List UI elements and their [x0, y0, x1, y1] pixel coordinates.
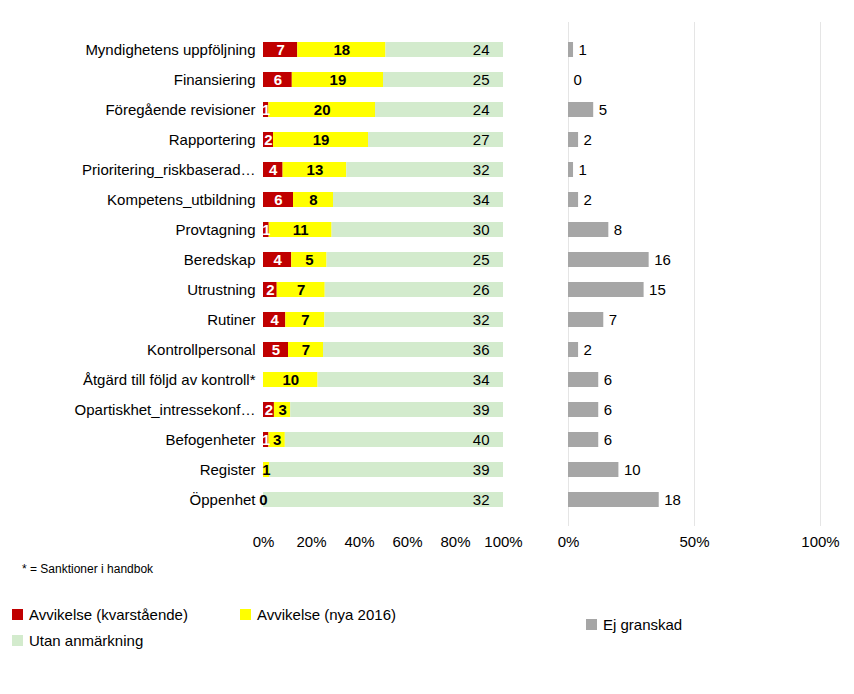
svg-text:5: 5 — [599, 101, 607, 118]
svg-text:Kontrollpersonal: Kontrollpersonal — [147, 341, 255, 358]
svg-text:19: 19 — [330, 71, 347, 88]
svg-text:36: 36 — [473, 341, 490, 358]
svg-text:7: 7 — [297, 281, 305, 298]
svg-text:15: 15 — [649, 281, 666, 298]
svg-text:11: 11 — [293, 221, 309, 238]
svg-text:Kompetens_utbildning: Kompetens_utbildning — [107, 191, 255, 208]
svg-text:Prioritering_riskbaserad…: Prioritering_riskbaserad… — [82, 161, 255, 178]
svg-text:25: 25 — [473, 251, 490, 268]
svg-text:Register: Register — [200, 461, 256, 478]
svg-text:6: 6 — [604, 371, 612, 388]
svg-text:Rutiner: Rutiner — [207, 311, 255, 328]
svg-text:Myndighetens uppföljning: Myndighetens uppföljning — [85, 41, 255, 58]
svg-text:5: 5 — [305, 251, 313, 268]
html-text:Utan anmärkning: Utan anmärkning — [29, 632, 144, 649]
svg-text:Opartiskhet_intressekonf…: Opartiskhet_intressekonf… — [75, 401, 256, 418]
html-text:Ej granskad: Ej granskad — [603, 616, 683, 633]
svg-text:34: 34 — [473, 191, 490, 208]
svg-text:0: 0 — [259, 491, 267, 508]
svg-text:Beredskap: Beredskap — [184, 251, 256, 268]
svg-text:39: 39 — [473, 401, 490, 418]
svg-text:40: 40 — [473, 431, 490, 448]
svg-text:Rapportering: Rapportering — [169, 131, 256, 148]
svg-text:8: 8 — [309, 191, 317, 208]
svg-text:4: 4 — [273, 251, 282, 268]
svg-text:27: 27 — [473, 131, 490, 148]
svg-text:25: 25 — [473, 71, 490, 88]
svg-text:39: 39 — [473, 461, 490, 478]
svg-text:100%: 100% — [801, 533, 839, 550]
svg-text:20: 20 — [314, 101, 331, 118]
svg-text:3: 3 — [273, 431, 281, 448]
svg-text:1: 1 — [262, 431, 270, 448]
svg-text:60%: 60% — [392, 533, 422, 550]
svg-text:32: 32 — [473, 491, 490, 508]
svg-text:2: 2 — [264, 131, 272, 148]
svg-text:24: 24 — [473, 41, 490, 58]
svg-text:30: 30 — [473, 221, 490, 238]
svg-text:0%: 0% — [253, 533, 275, 550]
svg-text:1: 1 — [262, 101, 270, 118]
svg-text:4: 4 — [269, 161, 278, 178]
svg-text:7: 7 — [276, 41, 284, 58]
svg-text:6: 6 — [274, 191, 282, 208]
svg-text:32: 32 — [473, 311, 490, 328]
svg-text:40%: 40% — [344, 533, 374, 550]
svg-text:2: 2 — [584, 191, 592, 208]
svg-text:10: 10 — [624, 461, 641, 478]
svg-text:5: 5 — [272, 341, 280, 358]
svg-text:16: 16 — [654, 251, 671, 268]
svg-text:2: 2 — [584, 341, 592, 358]
svg-text:100%: 100% — [484, 533, 522, 550]
svg-text:32: 32 — [473, 161, 490, 178]
svg-text:4: 4 — [270, 311, 279, 328]
svg-text:Provtagning: Provtagning — [175, 221, 255, 238]
svg-text:Öppenhet: Öppenhet — [190, 491, 257, 508]
svg-text:8: 8 — [614, 221, 622, 238]
svg-text:6: 6 — [604, 431, 612, 448]
svg-text:13: 13 — [307, 161, 324, 178]
svg-text:7: 7 — [609, 311, 617, 328]
svg-text:1: 1 — [262, 221, 270, 238]
svg-text:18: 18 — [334, 41, 351, 58]
html-text:Avvikelse (kvarstående): Avvikelse (kvarstående) — [29, 606, 188, 623]
svg-text:18: 18 — [664, 491, 681, 508]
svg-text:10: 10 — [282, 371, 299, 388]
svg-text:6: 6 — [274, 71, 282, 88]
svg-text:2: 2 — [265, 401, 273, 418]
svg-text:26: 26 — [473, 281, 490, 298]
svg-text:19: 19 — [313, 131, 330, 148]
svg-text:80%: 80% — [440, 533, 470, 550]
svg-text:20%: 20% — [296, 533, 326, 550]
svg-text:Utrustning: Utrustning — [187, 281, 255, 298]
svg-text:7: 7 — [301, 311, 309, 328]
svg-text:24: 24 — [473, 101, 490, 118]
svg-text:Finansiering: Finansiering — [174, 71, 256, 88]
svg-text:2: 2 — [584, 131, 592, 148]
svg-text:1: 1 — [262, 461, 270, 478]
svg-text:Föregående revisioner: Föregående revisioner — [105, 101, 255, 118]
svg-text:Befogenheter: Befogenheter — [165, 431, 255, 448]
html-text:* = Sanktioner i handbok: * = Sanktioner i handbok — [22, 562, 154, 576]
svg-text:0: 0 — [574, 71, 582, 88]
svg-text:0%: 0% — [558, 533, 580, 550]
svg-text:50%: 50% — [679, 533, 709, 550]
svg-text:Åtgärd till följd av kontroll*: Åtgärd till följd av kontroll* — [83, 371, 256, 388]
svg-text:6: 6 — [604, 401, 612, 418]
svg-text:7: 7 — [302, 341, 310, 358]
svg-text:1: 1 — [579, 41, 587, 58]
svg-text:34: 34 — [473, 371, 490, 388]
svg-text:1: 1 — [579, 161, 587, 178]
svg-text:3: 3 — [278, 401, 286, 418]
svg-text:2: 2 — [266, 281, 274, 298]
html-text:Avvikelse (nya 2016): Avvikelse (nya 2016) — [257, 606, 396, 623]
